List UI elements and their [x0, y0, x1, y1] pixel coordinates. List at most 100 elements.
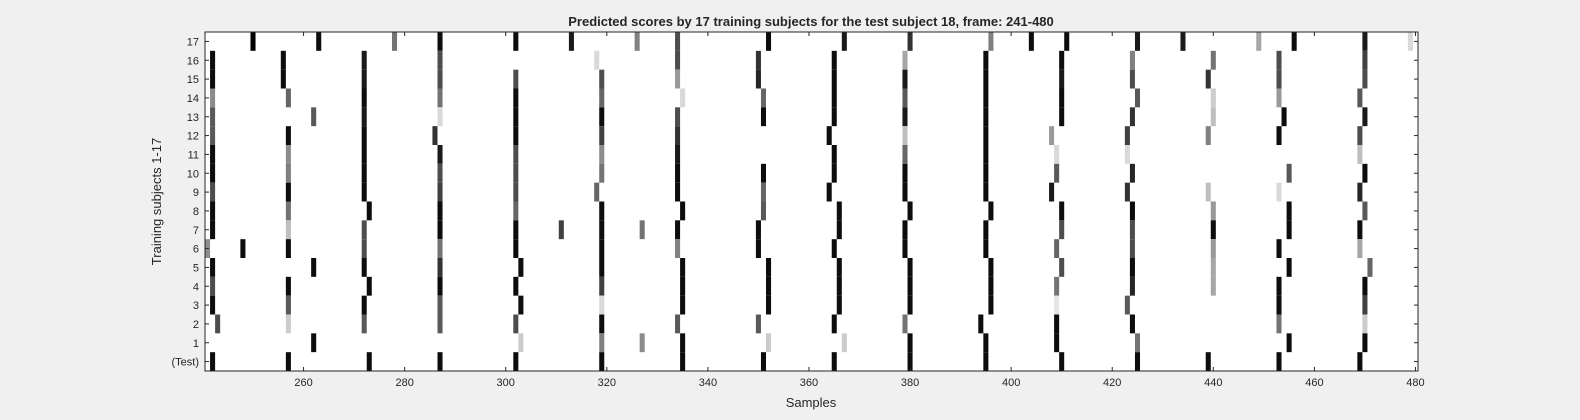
heatmap-cell	[599, 276, 605, 296]
heatmap-cell	[907, 201, 913, 221]
heatmap-cell	[983, 145, 989, 164]
heatmap-cell	[760, 201, 767, 221]
y-tick-label: 4	[193, 281, 199, 293]
heatmap-cell	[902, 126, 908, 145]
heatmap-cell	[513, 126, 519, 145]
heatmap-cell	[680, 88, 686, 108]
heatmap-cell	[1276, 314, 1282, 334]
heatmap-cell	[902, 182, 908, 202]
heatmap-cell	[1059, 107, 1065, 127]
heatmap-cell	[675, 145, 681, 164]
heatmap-cell	[1028, 32, 1034, 51]
heatmap-cell	[1210, 201, 1216, 221]
heatmap-cell	[1205, 69, 1211, 89]
heatmap-cell	[599, 314, 605, 334]
heatmap-cell	[1129, 314, 1135, 334]
heatmap-cell	[1205, 182, 1211, 202]
heatmap-cell	[1276, 126, 1282, 145]
heatmap-cell	[210, 258, 216, 277]
heatmap-cell	[680, 201, 686, 221]
heatmap-cell	[675, 182, 681, 202]
heatmap-cell	[826, 126, 832, 145]
heatmap-cell	[1129, 201, 1135, 221]
heatmap-cell	[902, 69, 908, 89]
heatmap-cell	[285, 276, 291, 296]
heatmap-cell	[760, 107, 767, 127]
heatmap-cell	[437, 258, 443, 277]
heatmap-cell	[366, 201, 372, 221]
heatmap-cell	[599, 201, 605, 221]
heatmap-cell	[361, 88, 367, 108]
heatmap-cell	[210, 295, 216, 315]
heatmap-cell	[675, 220, 681, 240]
heatmap-cell	[1054, 145, 1060, 164]
heatmap-cell	[1064, 32, 1070, 51]
heatmap-cell	[680, 258, 686, 277]
heatmap-cell	[361, 182, 367, 202]
heatmap-cell	[599, 333, 605, 353]
heatmap-cell	[513, 314, 519, 334]
chart-title: Predicted scores by 17 training subjects…	[568, 14, 1054, 29]
heatmap-cell	[902, 145, 908, 164]
heatmap-cell	[907, 32, 913, 51]
heatmap-cell	[760, 352, 767, 371]
heatmap-cell	[210, 145, 216, 164]
heatmap-cell	[841, 333, 847, 353]
heatmap-cell	[437, 145, 443, 164]
y-tick-label: 15	[187, 74, 199, 86]
heatmap-cell	[983, 50, 989, 70]
heatmap-cell	[1129, 258, 1135, 277]
heatmap-cell	[1059, 88, 1065, 108]
heatmap-cell	[983, 333, 989, 353]
heatmap-cell	[1276, 88, 1282, 108]
heatmap-cell	[831, 314, 837, 334]
heatmap-cell	[766, 32, 772, 51]
heatmap-cell	[1180, 32, 1186, 51]
heatmap-cell	[513, 88, 519, 108]
heatmap-cell	[437, 163, 443, 183]
heatmap-cell	[675, 107, 681, 127]
y-tick-label: 1	[193, 338, 199, 350]
x-tick-label: 300	[497, 377, 515, 389]
heatmap-cell	[210, 107, 216, 127]
heatmap-cell	[1362, 276, 1368, 296]
heatmap-cell	[285, 352, 291, 371]
heatmap-cell	[437, 69, 443, 89]
heatmap-cell	[831, 352, 837, 371]
heatmap-cell	[902, 107, 908, 127]
heatmap-cell	[1210, 220, 1216, 240]
heatmap-cell	[437, 32, 443, 51]
heatmap-cell	[513, 201, 519, 221]
heatmap-cell	[675, 69, 681, 89]
heatmap-cell	[437, 107, 443, 127]
heatmap-cell	[1134, 352, 1141, 371]
heatmap-cell	[437, 352, 443, 371]
heatmap-cell	[518, 295, 524, 315]
y-axis: 17 16 15 14 13 12 11 10 9 8 7 6 5 4 3 2 1 (Test)	[172, 36, 1418, 369]
heatmap-cell	[392, 32, 398, 51]
heatmap-cell	[766, 258, 772, 277]
heatmap-cell	[907, 295, 913, 315]
heatmap-cell	[285, 239, 291, 258]
heatmap-cell	[285, 163, 291, 183]
heatmap-cell	[285, 314, 291, 334]
y-tick-label: 2	[193, 319, 199, 331]
heatmap-cell	[639, 220, 645, 240]
heatmap-cell	[831, 145, 837, 164]
heatmap-cell	[1054, 239, 1060, 258]
heatmap-cell	[1210, 239, 1216, 258]
y-tick-label: 16	[187, 55, 199, 67]
heatmap-cell	[675, 126, 681, 145]
heatmap-cell	[361, 295, 367, 315]
heatmap-cell	[983, 220, 989, 240]
heatmap-cell	[1362, 32, 1368, 51]
heatmap-cell	[1129, 276, 1135, 296]
heatmap-cell	[437, 220, 443, 240]
y-tick-label: 6	[193, 244, 199, 256]
heatmap-cell	[1276, 69, 1282, 89]
plot-frame	[204, 31, 1419, 372]
heatmap-cell	[755, 50, 761, 70]
heatmap-cell	[518, 258, 524, 277]
heatmap-cell	[210, 69, 216, 89]
